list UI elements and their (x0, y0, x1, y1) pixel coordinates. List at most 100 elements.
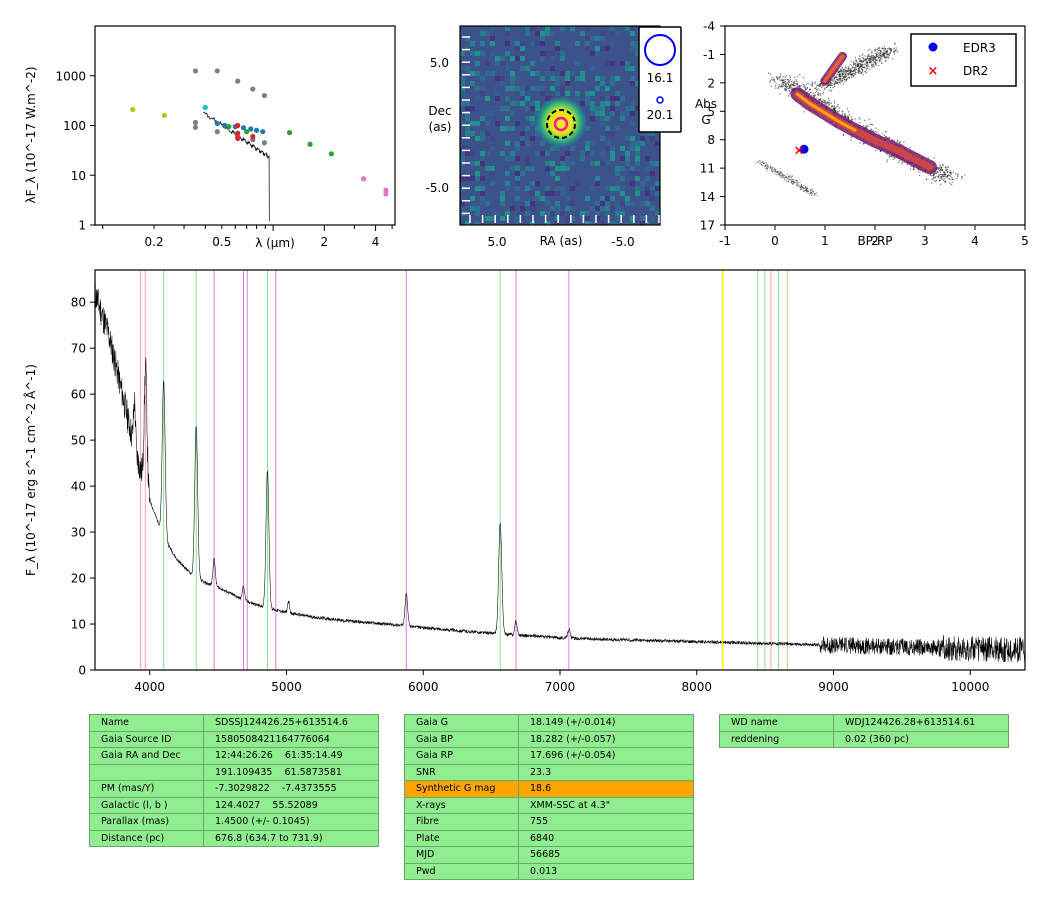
table-row: Galactic (l, b ) 124.4027 55.52089 (89, 796, 379, 814)
spectrum-plot-area (95, 270, 1025, 670)
sed-point (250, 133, 256, 140)
sed-point (286, 129, 293, 136)
cmd-xtick: 5 (1021, 234, 1029, 248)
cmd-density-area: × (755, 42, 966, 197)
sed-point (235, 130, 241, 136)
table-value: 0.02 (360 pc) (833, 730, 1009, 748)
image-xtick: -5.0 (611, 235, 634, 249)
sed-xlabel: λ (μm) (255, 236, 295, 250)
table-row: MJD 56685 (404, 846, 694, 864)
table-key: Gaia BP (404, 730, 519, 748)
table-value: 56685 (518, 846, 694, 864)
spectrum-xtick: 9000 (818, 680, 849, 694)
table-value: 124.4027 55.52089 (203, 796, 379, 814)
spectrum-xtick: 8000 (681, 680, 712, 694)
sed-point (253, 127, 260, 133)
table-row: Distance (pc) 676.8 (634.7 to 731.9) (89, 829, 379, 847)
cmd-ytick: 17 (700, 219, 715, 233)
cmd-ytick: 8 (707, 133, 715, 147)
table-row: WD name WDJ124426.28+613514.61 (719, 714, 1009, 732)
sed-xtick: 0.5 (212, 235, 231, 249)
table-key: Galactic (l, b ) (89, 796, 204, 814)
sed-point (222, 122, 228, 129)
spectrum-ylabel: F_λ (10^-17 erg s^-1 cm^-2 Å^-1) (23, 364, 38, 576)
sed-ytick: 1 (78, 219, 86, 233)
cmd-point-dr2: × (794, 144, 805, 159)
sed-point (226, 124, 232, 130)
table-key: Fibre (404, 813, 519, 831)
cmd-ytick: 11 (700, 162, 715, 176)
spectrum-ytick: 20 (71, 572, 86, 586)
cmd-ytick: -1 (703, 48, 715, 62)
cmd-legend: EDR3 × DR2 (910, 33, 1017, 87)
table-key: Gaia RP (404, 747, 519, 765)
spectrum-ytick: 30 (71, 526, 86, 540)
table-row: SNR 23.3 (404, 763, 694, 781)
image-ticks (462, 36, 660, 223)
cmd-xtick: 2 (871, 234, 879, 248)
sed-ytick: 100 (63, 119, 86, 133)
sed-axes: 1 10 100 1000 0.2 0.5 2 4 (55, 69, 393, 249)
sed-point (214, 129, 220, 135)
cmd-xtick: 4 (971, 234, 979, 248)
image-legend: 16.1 20.1 (638, 26, 682, 133)
table-key: Parallax (mas) (89, 813, 204, 831)
sed-xtick: 0.2 (145, 235, 164, 249)
sed-point (261, 140, 268, 146)
table-key: MJD (404, 846, 519, 864)
table-row: Gaia RA and Dec 12:44:26.26 61:35:14.49 (89, 747, 379, 765)
cmd-xtick: 0 (771, 234, 779, 248)
table-key: Synthetic G mag (404, 780, 519, 798)
spectrum-xtick: 7000 (545, 680, 576, 694)
sed-point (261, 92, 268, 99)
table-row: Gaia RP 17.696 (+/-0.054) (404, 747, 694, 765)
spectrum-xtick: 4000 (134, 680, 165, 694)
table-key: Pwd (404, 862, 519, 880)
info-table-middle: Gaia G 18.149 (+/-0.014) Gaia BP 18.282 (+/… (404, 714, 694, 880)
cmd-xtick: 1 (821, 234, 829, 248)
spectrum-ytick: 70 (71, 342, 86, 356)
table-key: reddening (719, 730, 834, 748)
image-ylabel-line1: Dec (428, 104, 451, 118)
table-key: Gaia G (404, 714, 519, 732)
spectrum-ytick: 10 (71, 618, 86, 632)
table-value: -7.3029822 -7.4373555 (203, 780, 379, 798)
sed-point (307, 141, 313, 147)
sed-ytick: 1000 (55, 69, 86, 83)
image-stamp (460, 26, 660, 225)
sed-point (383, 191, 389, 197)
spectrum-panel: 0 10 20 30 40 50 60 70 80 4000 5000 6000 7000 8000 900… (23, 269, 1026, 694)
target-circle-dashed (546, 109, 576, 139)
sed-point (250, 86, 256, 92)
table-row: Synthetic G mag 18.6 (404, 780, 694, 798)
cmd-ytick: 5 (707, 105, 715, 119)
table-row: Gaia Source ID 1580508421164776064 (89, 730, 379, 748)
table-value: 18.6 (518, 780, 694, 798)
table-key: Gaia RA and Dec (89, 747, 204, 765)
image-legend-label: 20.1 (647, 108, 674, 122)
table-key: Gaia Source ID (89, 730, 204, 748)
sed-ytick: 10 (71, 169, 86, 183)
table-value: 23.3 (518, 763, 694, 781)
spectrum-ytick: 40 (71, 480, 86, 494)
sed-point (192, 124, 199, 130)
cmd-ytick: 14 (700, 190, 715, 204)
sed-point (328, 151, 334, 157)
table-key: Plate (404, 829, 519, 847)
cmd-legend-label: EDR3 (963, 41, 996, 55)
spectrum-frame (94, 269, 1026, 671)
spectrum-ytick: 60 (71, 388, 86, 402)
legend-marker-edr3 (928, 42, 938, 52)
sed-point (383, 187, 389, 193)
spectrum-ytick: 0 (78, 664, 86, 678)
cmd-ytick: 2 (707, 76, 715, 90)
sed-ylabel: λF_λ (10^-17 W.m^-2) (24, 66, 38, 203)
table-row: Parallax (mas) 1.4500 (+/- 0.1045) (89, 813, 379, 831)
table-row: Plate 6840 (404, 829, 694, 847)
sed-point (260, 129, 266, 135)
cmd-ytick: -4 (703, 20, 715, 34)
table-row: 191.109435 61.5873581 (89, 763, 379, 781)
sed-frame (94, 25, 396, 226)
sed-point (235, 78, 241, 84)
